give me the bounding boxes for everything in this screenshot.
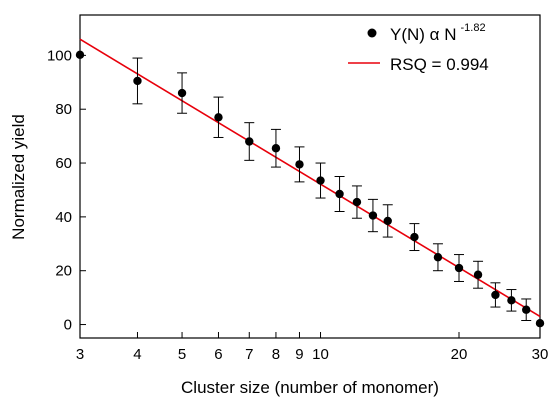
y-tick-label: 80 <box>55 101 72 118</box>
x-tick-label: 3 <box>76 346 84 363</box>
x-tick-label: 4 <box>133 346 141 363</box>
data-point <box>316 176 325 185</box>
data-point <box>177 88 187 98</box>
x-tick-label: 30 <box>532 346 549 363</box>
x-tick-label: 8 <box>272 346 280 363</box>
y-axis-title: Normalized yield <box>9 114 28 240</box>
data-point <box>133 76 142 86</box>
legend-marker-points <box>367 28 377 38</box>
x-tick-label: 20 <box>451 346 468 363</box>
data-point <box>383 216 392 226</box>
y-tick-label: 20 <box>55 263 72 280</box>
x-tick-label: 7 <box>245 346 253 363</box>
x-tick-layer: 3 4 5 6 7 8 9 10 20 30 <box>76 332 549 363</box>
x-tick-label: 9 <box>295 346 303 363</box>
data-point <box>507 296 516 305</box>
x-axis-title: Cluster size (number of monomer) <box>181 378 439 397</box>
y-tick-layer: 0 20 40 60 80 100 <box>47 47 86 334</box>
fit-line-layer <box>79 38 541 318</box>
data-point <box>214 113 223 122</box>
data-point-layer <box>75 50 545 328</box>
plot-frame <box>79 14 541 339</box>
legend-label-fit: RSQ = 0.994 <box>390 55 489 74</box>
data-point <box>522 305 531 314</box>
y-tick-label: 0 <box>64 317 72 334</box>
data-point <box>245 137 254 146</box>
data-point <box>491 290 500 300</box>
data-point <box>433 253 443 262</box>
x-tick-label: 5 <box>178 346 186 363</box>
y-tick-label: 60 <box>55 155 72 172</box>
data-point <box>368 211 378 220</box>
data-point <box>271 144 281 153</box>
data-point <box>473 270 483 279</box>
data-point <box>535 318 545 328</box>
y-tick-label: 40 <box>55 209 72 226</box>
error-bar-layer <box>132 57 532 322</box>
fit-line <box>79 38 541 318</box>
y-tick-label: 100 <box>47 47 72 64</box>
data-point <box>75 50 85 60</box>
data-point <box>335 189 344 199</box>
data-point <box>454 263 464 273</box>
legend-label-points: Y(N) α N -1.82 <box>390 22 486 44</box>
x-tick-label: 6 <box>214 346 222 363</box>
legend: Y(N) α N -1.82 RSQ = 0.994 <box>348 22 489 74</box>
data-point <box>295 160 304 169</box>
data-point <box>410 232 419 242</box>
x-tick-label: 10 <box>312 346 329 363</box>
data-point <box>352 197 362 207</box>
